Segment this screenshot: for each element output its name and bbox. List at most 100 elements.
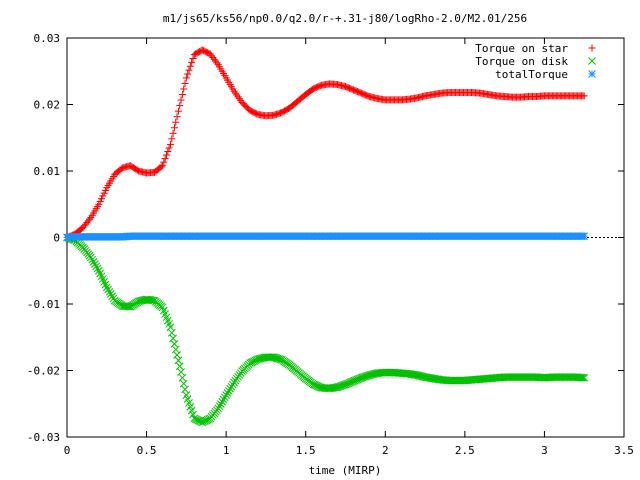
data-point-interp: [104, 285, 112, 294]
data-point-interp: [338, 381, 347, 390]
data-point-interp: [346, 378, 355, 387]
legend-marker-0: [588, 44, 596, 52]
data-point-interp: [227, 382, 236, 391]
data-point-interp: [160, 158, 168, 166]
data-point-interp: [215, 402, 224, 411]
data-point-interp: [157, 163, 165, 171]
data-point-interp: [577, 373, 586, 382]
data-point-interp: [350, 376, 359, 385]
data-point-interp: [181, 79, 189, 87]
y-tick-label: 0: [53, 232, 60, 245]
y-tick-label: -0.02: [27, 365, 60, 378]
data-point-interp: [210, 55, 218, 63]
data-point-interp: [226, 384, 234, 393]
data-point-interp: [169, 129, 177, 137]
y-tick-label: -0.01: [27, 298, 60, 311]
series-2: [63, 232, 589, 242]
data-point-interp: [224, 387, 233, 395]
y-tick-label: 0.01: [34, 165, 61, 178]
data-point-interp: [175, 362, 184, 371]
data-point: [182, 74, 190, 82]
data-point-interp: [348, 377, 356, 386]
data-point-interp: [579, 373, 587, 382]
data-point-interp: [164, 147, 172, 155]
data-point-interp: [184, 70, 192, 78]
data-point: [174, 107, 182, 115]
x-tick-label: 0: [64, 444, 71, 457]
legend-markers: [588, 44, 596, 78]
data-point-interp: [93, 264, 102, 273]
data-point-interp: [213, 59, 221, 67]
data-point-interp: [356, 374, 364, 383]
data-point-interp: [86, 215, 94, 223]
y-axis: -0.03 -0.02 -0.01 0 0.01 0.02 0.03: [27, 32, 624, 444]
data-point-interp: [340, 381, 349, 389]
data-point-interp: [312, 381, 321, 390]
data-point-interp: [313, 382, 322, 390]
data-point: [206, 50, 214, 58]
y-tick-label: 0.02: [34, 99, 61, 112]
data-point-interp: [344, 379, 353, 388]
x-axis: 0 0.5 1 1.5 2 2.5 3 3.5: [64, 38, 634, 457]
data-point: [341, 380, 350, 389]
data-point: [349, 377, 358, 385]
data-point-interp: [92, 262, 101, 271]
data-point-interp: [172, 118, 180, 126]
data-point-interp: [177, 368, 185, 376]
data-point-interp: [90, 260, 99, 268]
data-point-interp: [105, 287, 114, 296]
data-point: [174, 356, 183, 365]
data-point-interp: [106, 290, 115, 298]
x-tick-label: 2.5: [455, 444, 475, 457]
data-point-interp: [216, 400, 225, 408]
data-point-interp: [89, 258, 98, 266]
data-point: [580, 373, 589, 382]
data-point-interp: [168, 135, 176, 143]
x-tick-label: 1: [223, 444, 230, 457]
data-point-interp: [212, 57, 220, 65]
data-point-interp: [186, 62, 194, 70]
data-point-interp: [176, 102, 184, 110]
data-point-interp: [208, 52, 216, 60]
data-point: [87, 253, 95, 262]
data-point: [580, 232, 589, 241]
data-point-interp: [342, 380, 351, 388]
x-tick-label: 2: [382, 444, 389, 457]
legend: Torque on star Torque on disk totalTorqu…: [475, 42, 596, 81]
data-point-interp: [177, 96, 185, 104]
data-point-interp: [209, 54, 217, 62]
data-point-interp: [223, 389, 232, 397]
series-layer: [63, 46, 589, 427]
data-point-interp: [180, 85, 188, 93]
chart-title: m1/js65/ks56/np0.0/q2.0/r-+.31-j80/logRh…: [163, 12, 527, 25]
x-tick-label: 1.5: [296, 444, 316, 457]
data-point-interp: [179, 379, 188, 388]
data-point-interp: [352, 376, 360, 384]
data-point-interp: [228, 380, 237, 389]
y-tick-label: -0.03: [27, 431, 60, 444]
data-point: [102, 283, 111, 292]
data-point-interp: [170, 124, 178, 132]
legend-label-total: totalTorque: [495, 68, 568, 81]
data-point-interp: [178, 373, 187, 382]
y-tick-label: 0.03: [34, 32, 61, 45]
legend-label-star: Torque on star: [475, 42, 568, 55]
data-point-interp: [181, 385, 189, 394]
data-point: [158, 162, 166, 170]
x-axis-label: time (MIRP): [309, 464, 382, 477]
data-point-interp: [162, 151, 170, 159]
legend-label-disk: Torque on disk: [475, 55, 568, 68]
data-point-interp: [108, 292, 116, 301]
x-tick-label: 0.5: [137, 444, 157, 457]
data-point-interp: [125, 302, 134, 311]
data-point-interp: [185, 66, 193, 74]
data-point: [214, 404, 223, 413]
data-point-interp: [353, 375, 362, 384]
data-point-interp: [165, 144, 173, 152]
data-point-interp: [188, 58, 196, 66]
data-point: [309, 380, 318, 389]
data-point: [222, 391, 230, 399]
data-point-interp: [178, 91, 186, 99]
data-point-interp: [148, 296, 156, 305]
